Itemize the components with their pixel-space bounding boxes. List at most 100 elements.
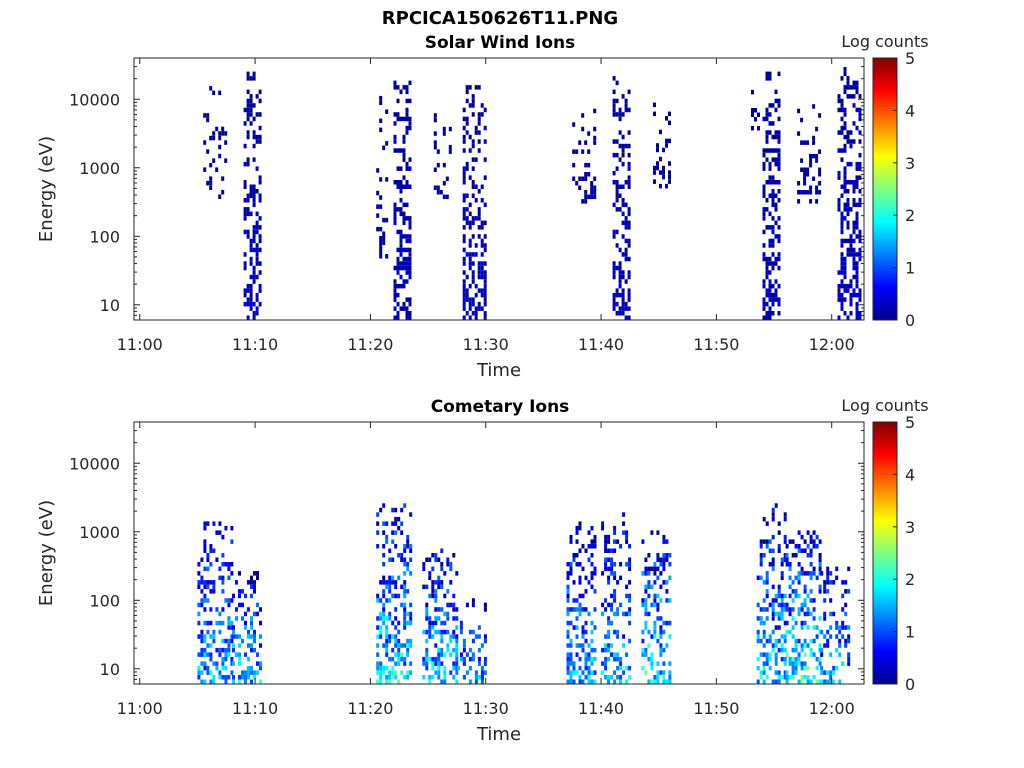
heatmap-cell — [259, 634, 262, 639]
heatmap-cell — [474, 675, 478, 680]
heatmap-cell — [581, 593, 585, 599]
heatmap-cell — [221, 126, 225, 132]
heatmap-cell — [774, 207, 778, 212]
heatmap-cell — [771, 225, 775, 230]
heatmap-cell — [462, 301, 466, 307]
heatmap-cell — [408, 238, 412, 244]
heatmap-cell — [756, 665, 760, 671]
heatmap-cell — [768, 261, 772, 266]
heatmap-cell — [255, 139, 259, 144]
heatmap-cell — [818, 553, 822, 558]
heatmap-cell — [449, 652, 453, 657]
heatmap-cell — [656, 679, 660, 684]
heatmap-cell — [774, 661, 778, 666]
heatmap-cell — [206, 149, 210, 154]
heatmap-cell — [405, 238, 409, 244]
heatmap-cell — [203, 607, 207, 612]
heatmap-cell — [812, 153, 816, 159]
heatmap-cell — [840, 279, 844, 284]
heatmap-cell — [471, 216, 475, 221]
heatmap-cell — [480, 252, 484, 257]
heatmap-cell — [431, 584, 435, 590]
heatmap-cell — [756, 638, 760, 644]
heatmap-cell — [840, 261, 844, 266]
heatmap-cell — [615, 301, 619, 307]
heatmap-cell — [844, 638, 848, 644]
heatmap-cell — [762, 207, 766, 212]
heatmap-cell — [777, 189, 781, 194]
heatmap-cell — [650, 530, 654, 535]
heatmap-cell — [477, 189, 481, 194]
heatmap-cell — [483, 607, 487, 612]
heatmap-cell — [627, 143, 631, 149]
heatmap-cell — [452, 629, 456, 635]
heatmap-cell — [624, 301, 628, 307]
heatmap-cell — [593, 544, 597, 549]
heatmap-cell — [480, 198, 484, 203]
heatmap-cell — [587, 656, 591, 662]
heatmap-cell — [618, 130, 622, 135]
heatmap-cell — [483, 311, 487, 316]
heatmap-cell — [376, 670, 380, 675]
heatmap-cell — [246, 107, 250, 113]
heatmap-cell — [212, 158, 216, 163]
heatmap-cell — [618, 207, 622, 212]
heatmap-cell — [762, 665, 766, 671]
heatmap-cell — [209, 679, 213, 684]
heatmap-cell — [840, 103, 844, 108]
colorbar-tick-label: 5 — [905, 49, 915, 68]
y-axis-label: Energy (eV) — [36, 136, 57, 242]
heatmap-cell — [791, 616, 795, 621]
heatmap-cell — [610, 675, 614, 680]
heatmap-cell — [440, 620, 444, 626]
heatmap-cell — [462, 139, 466, 144]
heatmap-cell — [477, 234, 481, 239]
heatmap-cell — [780, 643, 784, 648]
heatmap-cell — [612, 107, 616, 113]
heatmap-cell — [656, 553, 660, 558]
heatmap-cell — [394, 507, 398, 513]
heatmap-cell — [249, 247, 253, 253]
heatmap-cell — [376, 168, 380, 173]
heatmap-cell — [656, 147, 659, 153]
heatmap-cell — [468, 175, 472, 180]
heatmap-cell — [408, 297, 412, 302]
heatmap-cell — [471, 652, 475, 657]
heatmap-cell — [762, 297, 766, 302]
heatmap-cell — [397, 516, 401, 522]
heatmap-cell — [815, 625, 819, 630]
heatmap-cell — [249, 189, 253, 194]
heatmap-cell — [624, 107, 628, 113]
heatmap-cell — [471, 629, 475, 635]
heatmap-cell — [385, 629, 389, 635]
heatmap-cell — [428, 620, 432, 626]
heatmap-cell — [843, 71, 847, 77]
heatmap-cell — [376, 204, 380, 209]
heatmap-cell — [376, 544, 380, 549]
heatmap-cell — [616, 665, 620, 671]
heatmap-cell — [465, 207, 469, 212]
heatmap-cell — [628, 620, 632, 626]
heatmap-cell — [399, 229, 403, 235]
heatmap-cell — [858, 292, 862, 298]
heatmap-cell — [406, 566, 410, 572]
heatmap-cell — [785, 629, 789, 635]
heatmap-cell — [584, 638, 588, 644]
heatmap-cell — [771, 566, 775, 572]
heatmap-cell — [838, 652, 842, 657]
heatmap-cell — [843, 85, 847, 90]
heatmap-cell — [480, 274, 484, 280]
heatmap-cell — [434, 616, 438, 621]
heatmap-cell — [759, 652, 763, 657]
heatmap-cell — [250, 580, 253, 585]
heatmap-cell — [215, 647, 219, 653]
heatmap-cell — [443, 593, 447, 599]
heatmap-cell — [659, 652, 663, 657]
heatmap-cell — [644, 670, 648, 675]
heatmap-cell — [206, 566, 210, 572]
heatmap-cell — [587, 149, 591, 154]
heatmap-cell — [771, 647, 775, 653]
heatmap-cell — [258, 288, 262, 293]
heatmap-cell — [471, 139, 475, 144]
heatmap-cell — [858, 311, 862, 316]
